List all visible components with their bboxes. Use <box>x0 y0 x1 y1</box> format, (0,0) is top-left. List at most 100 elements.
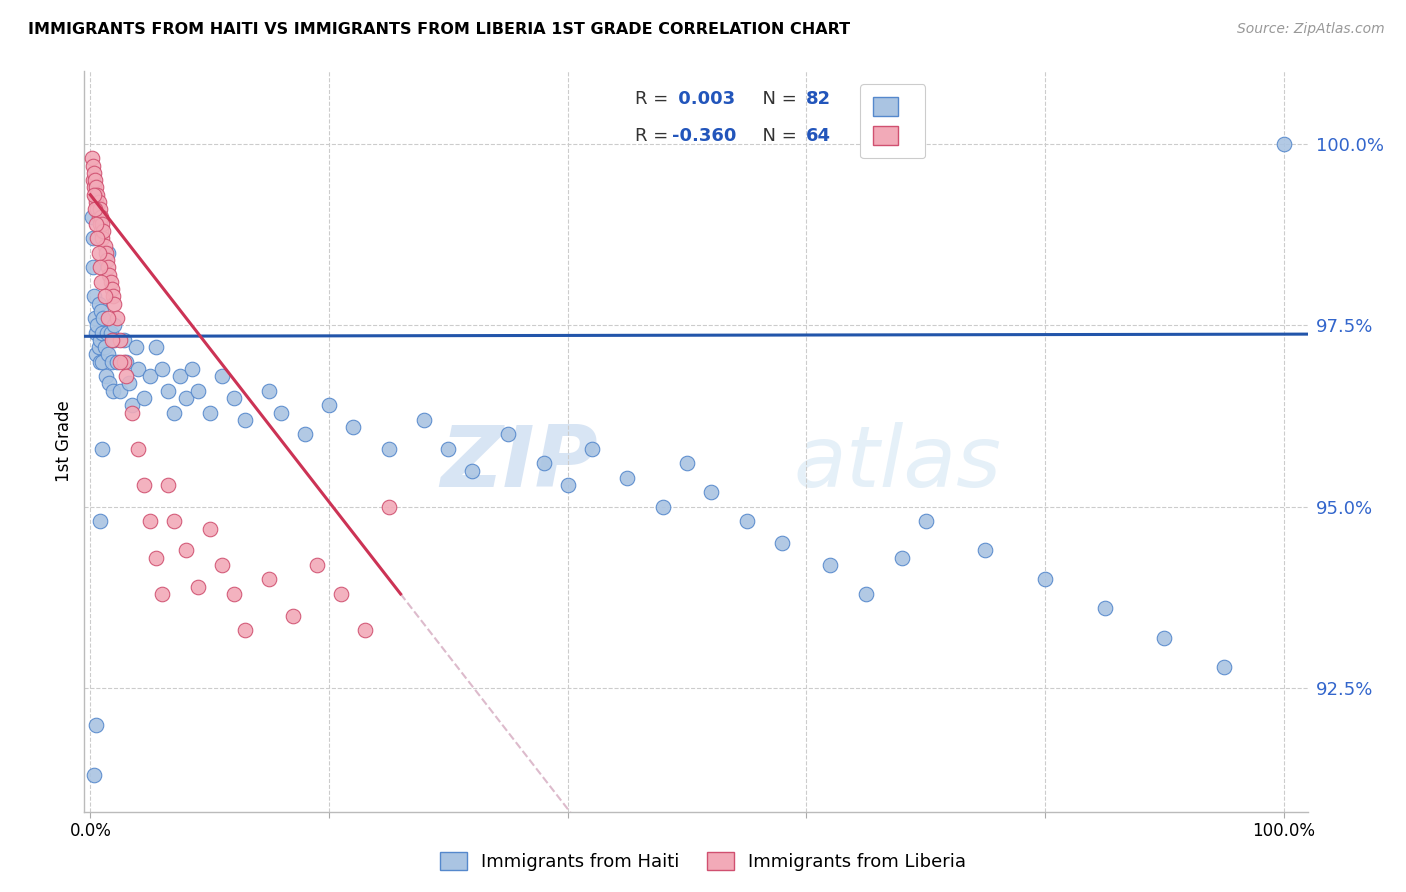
Point <box>108 354 131 368</box>
Point <box>117 376 139 391</box>
Point <box>84 326 107 340</box>
Point <box>89 260 111 275</box>
Text: 0.003: 0.003 <box>672 90 734 108</box>
Point <box>86 202 108 217</box>
Text: 64: 64 <box>806 127 831 145</box>
Point <box>772 536 794 550</box>
Point <box>139 369 162 384</box>
Point <box>890 550 912 565</box>
Point <box>83 180 105 194</box>
Point <box>211 558 233 572</box>
Point <box>115 369 138 384</box>
Point <box>84 717 107 731</box>
Point <box>533 456 555 470</box>
Point <box>103 318 125 333</box>
Point <box>294 427 316 442</box>
Point <box>97 347 120 361</box>
Point <box>86 231 108 245</box>
Point <box>259 573 281 587</box>
Point <box>93 340 115 354</box>
Point <box>93 224 115 238</box>
Text: -0.360: -0.360 <box>672 127 735 145</box>
Point <box>101 282 124 296</box>
Point <box>90 210 112 224</box>
Point <box>1272 136 1295 151</box>
Point <box>735 515 758 529</box>
Point <box>461 464 484 478</box>
Point <box>91 326 114 340</box>
Point <box>377 442 399 456</box>
Point <box>86 187 108 202</box>
Point <box>94 369 117 384</box>
Point <box>156 384 179 398</box>
Point <box>96 326 118 340</box>
Point <box>84 202 107 217</box>
Point <box>121 405 143 419</box>
Point <box>82 159 104 173</box>
Point <box>413 413 436 427</box>
Point <box>96 253 118 268</box>
Point <box>169 369 191 384</box>
Point <box>97 245 120 260</box>
Point <box>84 217 107 231</box>
Point <box>87 296 110 310</box>
Point <box>90 304 112 318</box>
Point <box>97 260 120 275</box>
Point <box>87 340 110 354</box>
Point <box>89 333 111 347</box>
Text: 82: 82 <box>806 90 831 108</box>
Point <box>82 173 104 187</box>
Point <box>98 376 121 391</box>
Point <box>180 362 202 376</box>
Point <box>86 318 108 333</box>
Point <box>87 245 110 260</box>
Point <box>235 413 257 427</box>
Point <box>163 515 186 529</box>
Point <box>87 194 110 209</box>
Point <box>84 311 107 326</box>
Point <box>93 238 115 252</box>
Point <box>80 210 103 224</box>
Point <box>616 471 638 485</box>
Point <box>100 326 122 340</box>
Point <box>222 587 245 601</box>
Point <box>93 289 115 303</box>
Point <box>557 478 579 492</box>
Point <box>1033 573 1056 587</box>
Point <box>100 275 122 289</box>
Text: N =: N = <box>751 127 803 145</box>
Point <box>94 245 117 260</box>
Point <box>437 442 460 456</box>
Text: atlas: atlas <box>794 422 1002 505</box>
Text: N =: N = <box>751 90 803 108</box>
Point <box>235 624 257 638</box>
Point <box>105 354 128 368</box>
Text: ZIP: ZIP <box>440 422 598 505</box>
Point <box>91 231 114 245</box>
Point <box>124 340 146 354</box>
Point <box>222 391 245 405</box>
Point <box>496 427 519 442</box>
Point <box>84 187 107 202</box>
Point <box>132 478 155 492</box>
Point <box>89 354 111 368</box>
Point <box>700 485 723 500</box>
Text: R =: R = <box>636 90 673 108</box>
Point <box>89 202 111 217</box>
Point <box>329 587 352 601</box>
Point <box>91 217 114 231</box>
Point <box>89 217 111 231</box>
Point <box>174 543 197 558</box>
Point <box>90 224 112 238</box>
Point <box>174 391 197 405</box>
Point <box>83 166 105 180</box>
Point <box>121 398 143 412</box>
Point <box>105 311 128 326</box>
Point <box>652 500 675 514</box>
Point <box>150 362 173 376</box>
Point <box>83 768 105 782</box>
Point <box>84 180 107 194</box>
Point <box>676 456 699 470</box>
Point <box>91 354 114 368</box>
Point <box>101 289 124 303</box>
